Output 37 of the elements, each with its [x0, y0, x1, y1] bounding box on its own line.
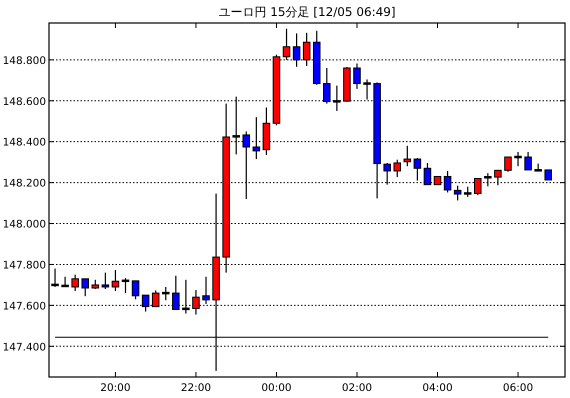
- candlestick: [51, 268, 59, 288]
- chart-title: ユーロ円 15分足 [12/05 06:49]: [218, 5, 396, 19]
- candlestick: [202, 276, 210, 305]
- y-tick-label: 147.800: [2, 259, 46, 272]
- candlestick: [112, 269, 120, 292]
- candlestick: [454, 185, 462, 202]
- x-tick-label: 22:00: [180, 382, 212, 394]
- candlestick: [71, 274, 79, 292]
- y-tick-label: 147.600: [2, 300, 46, 312]
- y-tick-label: 148.000: [2, 218, 46, 231]
- candlestick: [393, 159, 402, 178]
- y-tick-label: 148.200: [2, 178, 46, 190]
- y-tick-label: 147.400: [2, 341, 46, 354]
- candlestick: [534, 162, 542, 172]
- candlestick: [102, 272, 110, 290]
- x-tick-label: 04:00: [422, 382, 453, 394]
- candlestick: [524, 151, 532, 171]
- candlestick: [132, 280, 140, 300]
- candlestick: [514, 151, 522, 167]
- candlestick: [404, 145, 412, 167]
- candlestick: [61, 276, 69, 288]
- candlestick: [122, 278, 130, 294]
- y-tick-label: 148.400: [2, 136, 46, 149]
- y-tick-label: 148.600: [2, 96, 46, 108]
- candlestick: [504, 156, 512, 172]
- candlestick: [353, 62, 361, 90]
- candlestick: [464, 186, 472, 198]
- candlestick: [92, 279, 100, 290]
- candlestick: [363, 78, 371, 100]
- candlestick: [162, 286, 170, 301]
- candlestick: [81, 278, 90, 297]
- candlestick: [252, 116, 260, 160]
- y-tick-label: 148.800: [2, 54, 46, 67]
- x-tick-label: 00:00: [261, 382, 292, 394]
- x-tick-label: 20:00: [100, 382, 131, 394]
- x-tick-label: 06:00: [502, 382, 534, 394]
- x-tick-label: 02:00: [342, 382, 372, 394]
